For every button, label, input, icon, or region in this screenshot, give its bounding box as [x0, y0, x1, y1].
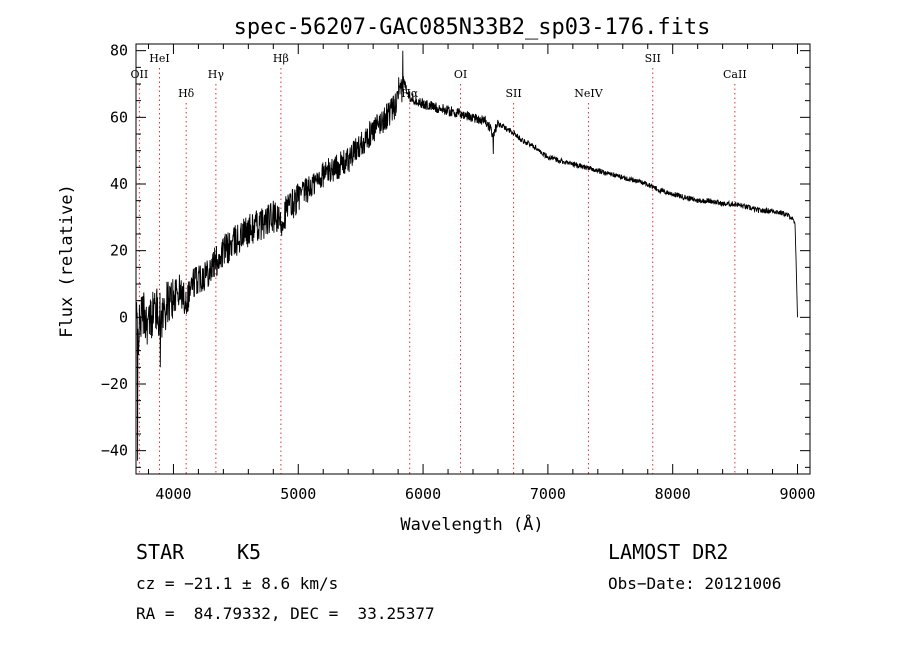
emission-line-label: Hγ [208, 68, 225, 81]
sky-coordinates: RA = 84.79332, DEC = 33.25377 [136, 604, 435, 623]
y-tick-label: 40 [110, 175, 128, 193]
spectrum-line [135, 50, 798, 461]
y-tick-label: −40 [101, 442, 128, 460]
plot-axes: 4000 5000 6000 7000 8000 9000 −40 −20 0 20 40 60 80 [101, 42, 816, 503]
emission-line-label: OII [131, 68, 149, 81]
emission-line-label: OI [454, 68, 467, 81]
emission-line-label: Hδ [178, 87, 195, 100]
x-tick-label: 8000 [655, 485, 691, 503]
spectrum-series [135, 50, 798, 461]
y-axis-label: Flux (relative) [57, 184, 77, 338]
y-tick-label: 60 [110, 108, 128, 126]
y-tick-label: −20 [101, 375, 128, 393]
object-class: STAR [136, 540, 185, 564]
emission-line-label: NeIV [574, 87, 603, 100]
x-axis-label: Wavelength (Å) [400, 513, 543, 535]
x-tick-label: 9000 [779, 485, 815, 503]
emission-line-label: Hβ [273, 52, 289, 65]
x-tick-label: 7000 [530, 485, 566, 503]
chart-title: spec-56207-GAC085N33B2_sp03-176.fits [234, 15, 711, 40]
survey-name: LAMOST DR2 [608, 540, 729, 564]
observation-date: Obs−Date: 20121006 [608, 574, 782, 593]
x-tick-label: 6000 [405, 485, 441, 503]
y-tick-label: 0 [119, 308, 128, 326]
y-tick-label: 20 [110, 242, 128, 260]
emission-line-label: CaII [723, 68, 747, 81]
x-tick-label: 5000 [280, 485, 316, 503]
object-subclass: K5 [237, 540, 262, 564]
emission-line-label: SII [505, 87, 521, 100]
x-tick-label: 4000 [155, 485, 191, 503]
redshift-velocity: cz = −21.1 ± 8.6 km/s [136, 574, 339, 593]
emission-line-label: SII [645, 52, 661, 65]
plot-frame [135, 43, 811, 475]
y-tick-label: 80 [110, 42, 128, 60]
emission-line-label: HeI [149, 52, 169, 65]
